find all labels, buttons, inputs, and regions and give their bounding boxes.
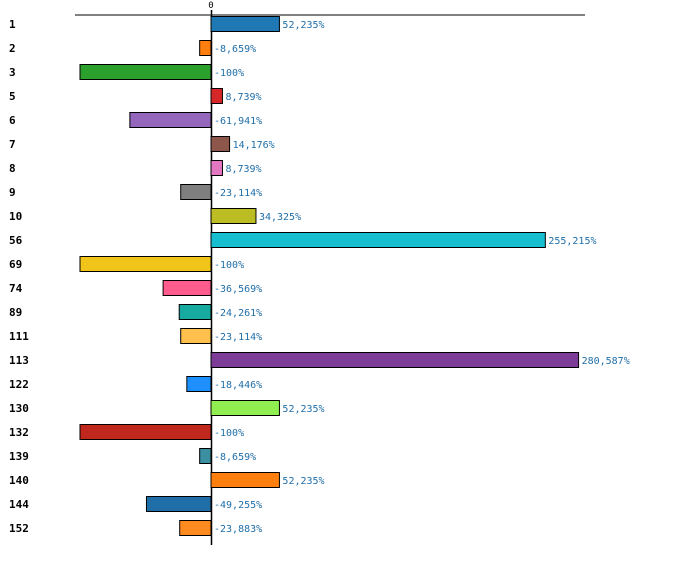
category-label: 69 bbox=[9, 258, 22, 271]
value-label: 8,739% bbox=[225, 92, 261, 103]
bar bbox=[79, 424, 212, 440]
category-label: 3 bbox=[9, 66, 16, 79]
category-label: 113 bbox=[9, 354, 29, 367]
bar bbox=[79, 256, 212, 272]
value-label: -18,446% bbox=[214, 380, 262, 391]
category-label: 1 bbox=[9, 18, 16, 31]
category-label: 111 bbox=[9, 330, 29, 343]
bar bbox=[162, 280, 212, 296]
bar bbox=[210, 232, 546, 248]
bar bbox=[179, 520, 212, 536]
category-label: 130 bbox=[9, 402, 29, 415]
value-label: -8,659% bbox=[214, 452, 256, 463]
value-label: 52,235% bbox=[282, 476, 324, 487]
category-label: 132 bbox=[9, 426, 29, 439]
category-label: 10 bbox=[9, 210, 22, 223]
value-label: -23,114% bbox=[214, 332, 262, 343]
value-label: -100% bbox=[214, 428, 244, 439]
category-label: 7 bbox=[9, 138, 16, 151]
value-label: -24,261% bbox=[214, 308, 262, 319]
category-label: 74 bbox=[9, 282, 23, 295]
bar bbox=[186, 376, 212, 392]
bar bbox=[180, 184, 212, 200]
category-label: 8 bbox=[9, 162, 16, 175]
value-label: -61,941% bbox=[214, 116, 262, 127]
bar bbox=[178, 304, 212, 320]
zero-tick-label: 0 bbox=[208, 1, 213, 11]
value-label: 34,325% bbox=[259, 212, 301, 223]
value-label: 14,176% bbox=[233, 140, 275, 151]
value-label: -23,883% bbox=[214, 524, 262, 535]
bar bbox=[180, 328, 212, 344]
category-label: 5 bbox=[9, 90, 16, 103]
category-label: 144 bbox=[9, 498, 29, 511]
value-label: -49,255% bbox=[214, 500, 262, 511]
value-label: 52,235% bbox=[282, 20, 324, 31]
category-label: 9 bbox=[9, 186, 16, 199]
category-label: 152 bbox=[9, 522, 29, 535]
bar bbox=[210, 16, 280, 32]
value-label: 52,235% bbox=[282, 404, 324, 415]
bar bbox=[199, 448, 212, 464]
bar bbox=[210, 472, 280, 488]
bar bbox=[79, 64, 212, 80]
category-label: 140 bbox=[9, 474, 29, 487]
value-label: 255,215% bbox=[548, 236, 596, 247]
value-label: -8,659% bbox=[214, 44, 256, 55]
bar bbox=[210, 136, 231, 152]
value-label: 8,739% bbox=[225, 164, 261, 175]
category-label: 89 bbox=[9, 306, 22, 319]
value-label: -36,569% bbox=[214, 284, 262, 295]
value-label: -100% bbox=[214, 68, 244, 79]
category-label: 122 bbox=[9, 378, 29, 391]
bar bbox=[210, 208, 257, 224]
category-label: 2 bbox=[9, 42, 16, 55]
category-label: 6 bbox=[9, 114, 16, 127]
category-label: 139 bbox=[9, 450, 29, 463]
bar bbox=[210, 400, 280, 416]
value-label: -23,114% bbox=[214, 188, 262, 199]
bar bbox=[210, 160, 223, 176]
category-label: 56 bbox=[9, 234, 23, 247]
value-label: 280,587% bbox=[582, 356, 630, 367]
bar bbox=[210, 88, 223, 104]
bar bbox=[129, 112, 212, 128]
value-label: -100% bbox=[214, 260, 244, 271]
bar bbox=[199, 40, 212, 56]
bar bbox=[145, 496, 212, 512]
bar bbox=[210, 352, 580, 368]
